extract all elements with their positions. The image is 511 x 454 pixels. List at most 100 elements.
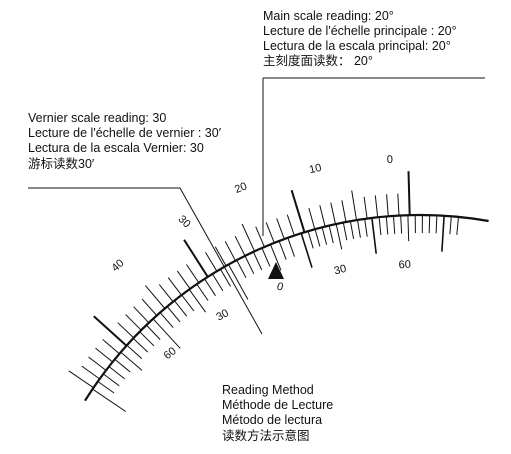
main-scale-tick xyxy=(183,239,209,278)
main-scale-label-es: Lectura de la escala principal: 20° xyxy=(263,39,451,53)
vernier-leader-line xyxy=(28,187,263,335)
lower-vernier-tick xyxy=(120,351,143,371)
lower-vernier-tick xyxy=(181,294,195,312)
lower-vernier-tick xyxy=(97,381,115,394)
vernier-tick xyxy=(300,233,313,268)
main-scale-tick xyxy=(234,235,246,257)
vernier-tick xyxy=(349,221,355,239)
main-number-30: 30 xyxy=(176,213,193,230)
vernier-tick xyxy=(441,215,445,252)
main-scale-tick xyxy=(81,365,100,380)
main-scale-tick xyxy=(145,285,166,309)
main-scale-numbers: 0 10 20 30 40 xyxy=(109,154,393,274)
main-scale-tick xyxy=(308,207,316,230)
lower-vernier-tick xyxy=(219,268,231,287)
lower-vernier-tick xyxy=(92,388,126,412)
lower-vernier-tick xyxy=(269,244,282,271)
main-scale-tick xyxy=(276,218,285,240)
vernier-label-es: Lectura de la escala Vernier: 30 xyxy=(28,141,204,155)
vernier-number-0: 0 xyxy=(275,280,285,293)
vernier-label-fr: Lecture de l'échelle de vernier : 30′ xyxy=(28,126,222,140)
main-scale-tick xyxy=(255,226,265,248)
vernier-tick xyxy=(314,229,321,247)
vernier-number-30: 30 xyxy=(333,263,348,278)
vernier-tick xyxy=(407,215,410,242)
caption-en: Reading Method xyxy=(222,383,314,397)
main-scale-tick xyxy=(386,194,389,217)
vernier-tick xyxy=(307,231,314,249)
vernier-tick xyxy=(335,223,343,250)
vernier-tick xyxy=(328,225,334,244)
main-scale-tick xyxy=(241,223,256,252)
main-scale-tick xyxy=(290,189,306,233)
vernier-tick xyxy=(428,215,431,234)
caption: Reading Method Méthode de Lecture Método… xyxy=(222,383,333,443)
vernier-scale-arc xyxy=(68,171,489,412)
caption-zh: 读数方法示意图 xyxy=(222,428,310,443)
lower-vernier-tick xyxy=(103,373,120,387)
main-scale-tick xyxy=(341,200,347,223)
main-scale-tick xyxy=(205,252,218,272)
main-scale-tick xyxy=(330,202,336,225)
main-number-10: 10 xyxy=(308,162,322,176)
main-scale-tick xyxy=(176,270,191,290)
main-scale-tick xyxy=(214,246,227,267)
vernier-ticks xyxy=(92,214,459,412)
vernier-tick xyxy=(378,217,382,236)
lower-vernier-tick xyxy=(236,259,247,279)
lower-vernier-tick xyxy=(152,318,181,349)
caption-es: Método de lectura xyxy=(222,413,322,427)
vernier-tick xyxy=(435,215,438,234)
vernier-label-zh: 游标读数30′ xyxy=(28,156,95,171)
lower-vernier-tick xyxy=(188,289,207,313)
main-scale-tick xyxy=(117,322,135,339)
lower-vernier-tick xyxy=(244,255,255,275)
main-number-40: 40 xyxy=(109,257,126,274)
main-scale-tick xyxy=(224,241,236,262)
main-scale-tick xyxy=(186,264,200,283)
main-scale-tick xyxy=(158,284,174,303)
lower-vernier-tick xyxy=(287,237,295,257)
main-scale-tick xyxy=(351,190,357,221)
lower-vernier-tick xyxy=(114,358,131,373)
main-scale-tick xyxy=(93,315,128,347)
vernier-tick xyxy=(385,216,389,235)
lower-vernier-tick xyxy=(228,264,249,300)
main-number-0: 0 xyxy=(386,154,393,166)
main-scale-tick xyxy=(95,347,113,363)
main-scale-tick xyxy=(167,277,182,296)
lower-scale-numbers: 30 60 xyxy=(162,307,231,362)
lower-vernier-tick xyxy=(139,331,155,347)
main-scale-label-fr: Lecture de l'échelle principale : 20° xyxy=(263,24,457,38)
main-scale-ticks xyxy=(68,171,411,389)
vernier-tick xyxy=(456,216,459,235)
main-scale-tick xyxy=(319,205,326,227)
lower-vernier-tick xyxy=(146,324,161,340)
main-scale-annotation: Main scale reading: 20° Lecture de l'éch… xyxy=(262,9,485,236)
main-scale-tick xyxy=(102,339,120,355)
lower-vernier-tick xyxy=(108,366,126,380)
main-scale-tick xyxy=(397,193,400,216)
lower-number-60: 60 xyxy=(162,345,179,362)
vernier-tick xyxy=(342,222,348,241)
vernier-tick xyxy=(364,218,368,237)
lower-vernier-tick xyxy=(174,300,188,317)
main-scale-tick xyxy=(88,356,107,371)
lower-vernier-tick xyxy=(159,312,174,328)
lower-vernier-tick xyxy=(126,344,143,359)
lower-vernier-tick xyxy=(166,306,181,323)
main-scale-tick xyxy=(141,298,158,316)
lower-vernier-tick xyxy=(211,273,224,292)
index-pointer-triangle xyxy=(268,262,284,279)
main-scale-tick xyxy=(407,171,411,216)
vernier-scale-annotation: Vernier scale reading: 30 Lecture de l'é… xyxy=(28,111,263,335)
vernier-number-60: 60 xyxy=(398,259,411,272)
lower-vernier-tick xyxy=(252,251,263,271)
main-scale-label-en: Main scale reading: 20° xyxy=(263,9,394,23)
scale-arc-line xyxy=(84,213,489,402)
vernier-tick xyxy=(321,227,328,245)
main-scale-tick xyxy=(133,306,150,324)
vernier-tick xyxy=(371,217,377,254)
main-scale-tick xyxy=(265,222,275,244)
